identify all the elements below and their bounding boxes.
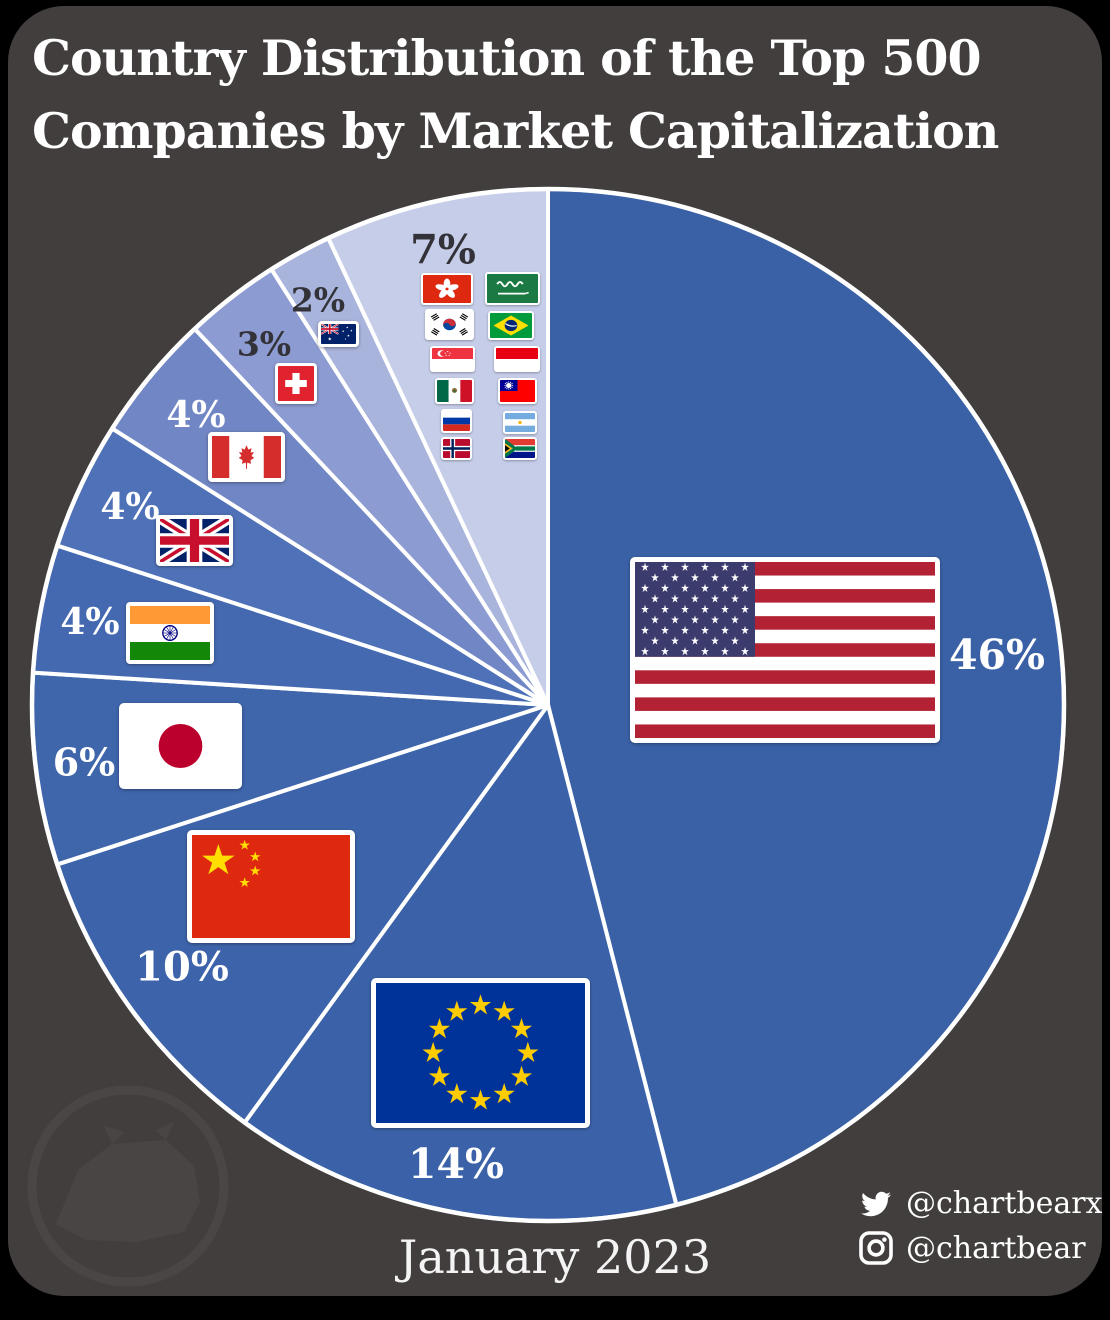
twitter-handle: @chartbearx	[906, 1186, 1102, 1221]
title-line-2: Companies by Market Capitalization	[32, 102, 999, 160]
slice-value-japan: 6%	[52, 739, 116, 785]
australia-flag	[318, 321, 359, 347]
russia-flag	[441, 409, 472, 433]
slice-value-australia: 2%	[290, 280, 346, 320]
title-line-1: Country Distribution of the Top 500	[32, 29, 982, 87]
chart-card: Country Distribution of the Top 500 Comp…	[8, 6, 1102, 1296]
slice-value-united-kingdom: 4%	[100, 486, 160, 528]
hong-kong-flag	[421, 273, 473, 305]
saudi-arabia-flag	[485, 272, 540, 305]
singapore-flag	[430, 346, 475, 372]
us-flag	[630, 557, 940, 743]
slice-value-india: 4%	[60, 601, 120, 643]
japan-flag	[119, 703, 242, 789]
canada-flag	[208, 432, 285, 482]
date-label: January 2023	[398, 1230, 712, 1284]
slice-value-switzerland: 3%	[236, 324, 292, 364]
slice-value-canada: 4%	[166, 394, 226, 436]
slice-value-others: 7%	[410, 226, 476, 274]
slice-value-china: 10%	[135, 943, 229, 991]
uk-flag	[156, 515, 233, 566]
bear-logo-watermark	[27, 1085, 229, 1287]
brazil-flag	[488, 311, 534, 340]
page-title: Country Distribution of the Top 500 Comp…	[32, 22, 1092, 168]
slice-value-european-union: 14%	[407, 1140, 505, 1188]
twitter-row: @chartbearx	[858, 1186, 1102, 1221]
slice-value-united-states: 46%	[948, 631, 1046, 679]
twitter-bird-icon	[861, 1191, 891, 1216]
china-flag	[187, 830, 355, 943]
instagram-row: @chartbear	[858, 1230, 1086, 1266]
taiwan-flag	[498, 378, 537, 404]
eu-flag	[371, 978, 590, 1128]
india-flag	[126, 602, 214, 664]
indonesia-flag	[494, 346, 540, 372]
instagram-handle: @chartbear	[906, 1230, 1086, 1266]
mexico-flag	[435, 378, 474, 404]
south-africa-flag	[503, 437, 537, 460]
switzerland-flag	[275, 363, 317, 404]
instagram-camera-icon	[859, 1231, 893, 1265]
norway-flag	[441, 437, 472, 460]
argentina-flag	[503, 411, 537, 434]
south-korea-flag	[425, 309, 474, 340]
